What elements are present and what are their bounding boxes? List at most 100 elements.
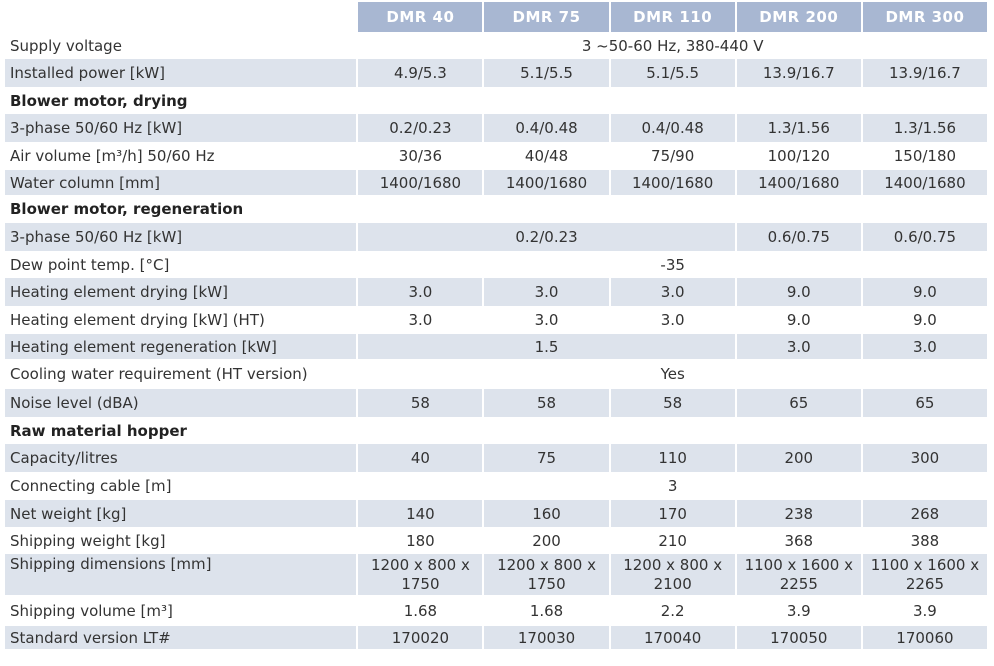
row-label: Cooling water requirement (HT version) [10, 365, 308, 383]
cell-value: 3 ~50-60 Hz, 380-440 V [356, 32, 987, 59]
cell-value: 170060 [860, 626, 987, 649]
row-connecting-cable: Connecting cable [m] 3 [5, 472, 987, 500]
row-shipping-dimensions: Shipping dimensions [mm] 1200 x 800 x 17… [5, 554, 987, 595]
cell-value: 1.68 [356, 595, 482, 626]
model-header: DMR 75 [482, 2, 609, 32]
cell-value: 9.0 [860, 278, 987, 306]
cell-value: 0.4/0.48 [482, 114, 609, 142]
cell-value: 13.9/16.7 [734, 59, 861, 87]
row-three-phase-regeneration: 3-phase 50/60 Hz [kW] 0.2/0.23 0.6/0.75 … [5, 223, 987, 251]
cell-value: 65 [860, 389, 987, 417]
section-heading: Blower motor, drying [10, 91, 188, 110]
section-heading-blower-drying: Blower motor, drying [5, 87, 987, 114]
cell-value: 2.2 [608, 595, 735, 626]
row-water-column: Water column [mm] 1400/1680 1400/1680 14… [5, 170, 987, 195]
cell-value: 0.2/0.23 [356, 114, 483, 142]
cell-value: 1.3/1.56 [860, 114, 987, 142]
cell-value: 150/180 [860, 142, 987, 170]
section-heading: Blower motor, regeneration [10, 200, 244, 218]
row-installed-power: Installed power [kW] 4.9/5.3 5.1/5.5 5.1… [5, 59, 987, 87]
row-label: Dew point temp. [°C] [10, 255, 170, 274]
row-label: Standard version LT# [5, 626, 357, 649]
section-heading-blower-regeneration: Blower motor, regeneration [5, 195, 987, 223]
row-label: Noise level (dBA) [5, 389, 357, 417]
row-label: Water column [mm] [5, 170, 357, 195]
cell-value: 200 [734, 444, 861, 472]
row-label: Heating element drying [kW] (HT) [10, 311, 265, 329]
cell-value: -35 [356, 251, 987, 278]
row-label: Connecting cable [m] [10, 477, 172, 495]
cell-value: 0.4/0.48 [608, 114, 735, 142]
cell-value: 3.0 [482, 306, 608, 334]
cell-value: 180 [356, 527, 482, 554]
cell-value: 1.3/1.56 [734, 114, 861, 142]
cell-value: 1200 x 800 x 1750 [356, 554, 483, 595]
row-label: 3-phase 50/60 Hz [kW] [5, 114, 357, 142]
cell-value: 4.9/5.3 [356, 59, 483, 87]
row-three-phase-drying: 3-phase 50/60 Hz [kW] 0.2/0.23 0.4/0.48 … [5, 114, 987, 142]
cell-value: 1400/1680 [608, 170, 735, 195]
section-heading-raw-material-hopper: Raw material hopper [5, 417, 987, 444]
row-cooling-water: Cooling water requirement (HT version) Y… [5, 359, 987, 389]
row-label: Air volume [m³/h] 50/60 Hz [10, 147, 215, 165]
cell-value: 388 [860, 527, 987, 554]
cell-value: 40/48 [482, 142, 608, 170]
cell-value: 3.0 [482, 278, 609, 306]
cell-value: 1100 x 1600 x 2255 [734, 554, 861, 595]
cell-value: 0.6/0.75 [860, 223, 987, 251]
row-dew-point: Dew point temp. [°C] -35 [5, 251, 987, 278]
cell-value: 58 [608, 389, 735, 417]
row-air-volume: Air volume [m³/h] 50/60 Hz 30/36 40/48 7… [5, 142, 987, 170]
cell-value: 1400/1680 [482, 170, 609, 195]
model-header: DMR 300 [860, 2, 987, 32]
cell-value: 160 [482, 500, 609, 527]
cell-value: 238 [734, 500, 861, 527]
row-label: Supply voltage [10, 36, 122, 55]
cell-value: 40 [356, 444, 483, 472]
cell-value: 3.0 [608, 306, 735, 334]
cell-value: 200 [482, 527, 608, 554]
cell-value: 1.68 [482, 595, 608, 626]
cell-value: 5.1/5.5 [482, 59, 609, 87]
cell-value: 1400/1680 [734, 170, 861, 195]
cell-value: 75 [482, 444, 609, 472]
cell-value: 65 [734, 389, 861, 417]
row-label: Shipping weight [kg] [10, 531, 166, 550]
cell-value: 58 [356, 389, 483, 417]
row-heating-drying: Heating element drying [kW] 3.0 3.0 3.0 … [5, 278, 987, 306]
cell-value: 75/90 [608, 142, 735, 170]
cell-value: 3.0 [860, 334, 987, 359]
cell-value: 170040 [608, 626, 735, 649]
cell-value: 210 [608, 527, 735, 554]
cell-value: 3.0 [734, 334, 861, 359]
cell-value: 1400/1680 [860, 170, 987, 195]
cell-value: 140 [356, 500, 483, 527]
row-noise-level: Noise level (dBA) 58 58 58 65 65 [5, 389, 987, 417]
cell-value: 0.6/0.75 [734, 223, 861, 251]
cell-value: 3.0 [356, 306, 482, 334]
cell-value: 170050 [734, 626, 861, 649]
empty-cell [356, 417, 987, 444]
cell-value: 368 [734, 527, 861, 554]
cell-value: 1.5 [356, 334, 735, 359]
row-capacity: Capacity/litres 40 75 110 200 300 [5, 444, 987, 472]
cell-value: 300 [860, 444, 987, 472]
empty-cell [356, 87, 987, 114]
model-header: DMR 110 [608, 2, 735, 32]
row-label: Net weight [kg] [5, 500, 357, 527]
row-supply-voltage: Supply voltage 3 ~50-60 Hz, 380-440 V [5, 32, 987, 59]
row-label: Shipping volume [m³] [10, 601, 173, 620]
cell-value: 3.9 [734, 595, 861, 626]
row-label: 3-phase 50/60 Hz [kW] [5, 223, 357, 251]
row-label: Capacity/litres [5, 444, 357, 472]
cell-value: 3.9 [860, 595, 987, 626]
row-heating-drying-ht: Heating element drying [kW] (HT) 3.0 3.0… [5, 306, 987, 334]
row-label: Heating element drying [kW] [5, 278, 357, 306]
row-shipping-weight: Shipping weight [kg] 180 200 210 368 388 [5, 527, 987, 554]
cell-value: 1100 x 1600 x 2265 [860, 554, 987, 595]
model-header: DMR 40 [356, 2, 483, 32]
header-blank-cell [5, 2, 357, 32]
specifications-table: DMR 40 DMR 75 DMR 110 DMR 200 DMR 300 Su… [5, 2, 987, 649]
row-label: Installed power [kW] [5, 59, 357, 87]
cell-value: 30/36 [356, 142, 482, 170]
